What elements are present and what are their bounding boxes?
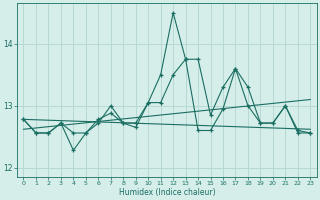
X-axis label: Humidex (Indice chaleur): Humidex (Indice chaleur) (119, 188, 215, 197)
